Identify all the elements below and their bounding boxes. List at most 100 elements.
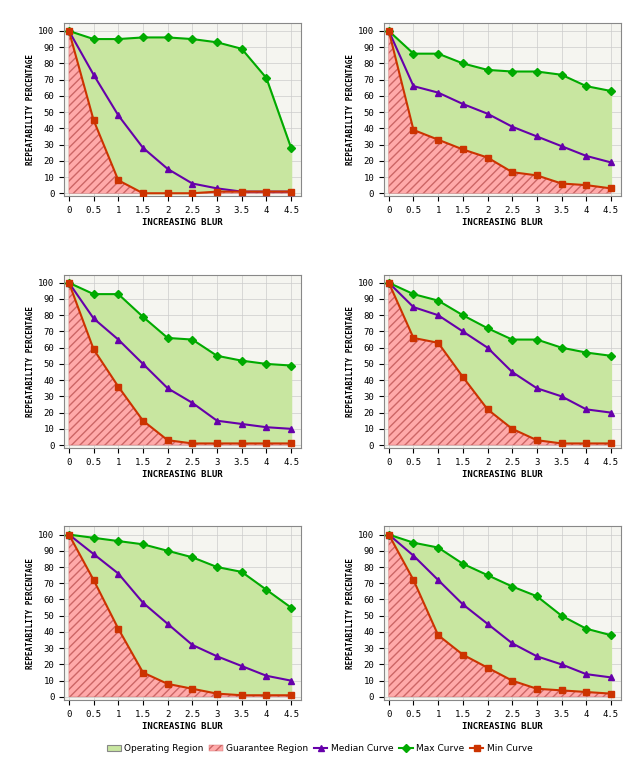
Line: Max Curve: Max Curve <box>66 28 294 151</box>
Min Curve <box>410 126 417 135</box>
Line: Min Curve: Min Curve <box>386 532 614 696</box>
Max Curve <box>262 359 270 368</box>
Median Curve <box>410 303 417 312</box>
Min Curve <box>115 624 122 633</box>
Line: Max Curve: Max Curve <box>66 532 294 610</box>
Median Curve <box>287 187 295 196</box>
Min Curve <box>533 435 541 444</box>
Y-axis label: REPEATABILITY PERCENTAGE: REPEATABILITY PERCENTAGE <box>346 54 355 165</box>
Line: Median Curve: Median Curve <box>386 28 614 165</box>
Min Curve <box>508 676 516 685</box>
Median Curve <box>115 335 122 344</box>
Min Curve <box>189 684 196 693</box>
Min Curve <box>90 116 97 125</box>
Max Curve <box>533 67 541 76</box>
Line: Min Curve: Min Curve <box>66 280 294 446</box>
Median Curve <box>459 327 467 336</box>
Min Curve <box>262 439 270 448</box>
Min Curve <box>435 631 442 640</box>
Line: Min Curve: Min Curve <box>386 280 614 446</box>
Median Curve <box>557 660 565 669</box>
Median Curve <box>115 569 122 578</box>
Min Curve <box>164 680 172 689</box>
X-axis label: INCREASING BLUR: INCREASING BLUR <box>462 470 543 479</box>
Max Curve <box>533 335 541 344</box>
Max Curve <box>213 562 221 572</box>
Min Curve <box>287 691 295 700</box>
Line: Min Curve: Min Curve <box>386 28 614 191</box>
Min Curve <box>459 650 467 659</box>
Median Curve <box>213 184 221 193</box>
Median Curve <box>262 422 270 431</box>
Max Curve <box>410 49 417 59</box>
Max Curve <box>557 70 565 79</box>
Max Curve <box>508 582 516 591</box>
Median Curve <box>607 408 615 417</box>
Max Curve <box>189 34 196 43</box>
Median Curve <box>213 651 221 661</box>
Max Curve <box>607 87 615 96</box>
Min Curve <box>607 439 615 448</box>
Line: Min Curve: Min Curve <box>66 532 294 698</box>
Median Curve <box>435 310 442 320</box>
Max Curve <box>164 33 172 42</box>
Min Curve <box>459 145 467 154</box>
Max Curve <box>533 592 541 601</box>
Min Curve <box>189 189 196 198</box>
Min Curve <box>385 530 393 539</box>
Median Curve <box>508 368 516 377</box>
Median Curve <box>385 530 393 539</box>
Median Curve <box>164 619 172 629</box>
Max Curve <box>385 27 393 36</box>
Median Curve <box>533 384 541 393</box>
Min Curve <box>607 689 615 698</box>
Y-axis label: REPEATABILITY PERCENTAGE: REPEATABILITY PERCENTAGE <box>26 558 35 669</box>
Min Curve <box>115 176 122 185</box>
Median Curve <box>508 122 516 131</box>
Max Curve <box>582 81 590 91</box>
Min Curve <box>115 382 122 391</box>
Max Curve <box>410 289 417 298</box>
Line: Min Curve: Min Curve <box>66 28 294 196</box>
Max Curve <box>189 552 196 562</box>
Max Curve <box>508 335 516 344</box>
Median Curve <box>189 179 196 188</box>
Min Curve <box>582 439 590 448</box>
Y-axis label: REPEATABILITY PERCENTAGE: REPEATABILITY PERCENTAGE <box>26 54 35 165</box>
Max Curve <box>484 65 492 75</box>
Legend: Operating Region, Guarantee Region, Median Curve, Max Curve, Min Curve: Operating Region, Guarantee Region, Medi… <box>104 740 536 756</box>
Min Curve <box>385 27 393 36</box>
Median Curve <box>582 405 590 414</box>
Median Curve <box>484 109 492 118</box>
Min Curve <box>557 686 565 695</box>
Max Curve <box>385 279 393 288</box>
Min Curve <box>189 439 196 448</box>
Median Curve <box>238 419 246 428</box>
Median Curve <box>287 425 295 434</box>
X-axis label: INCREASING BLUR: INCREASING BLUR <box>142 470 223 479</box>
Line: Max Curve: Max Curve <box>386 532 614 638</box>
Max Curve <box>459 59 467 68</box>
X-axis label: INCREASING BLUR: INCREASING BLUR <box>142 721 223 731</box>
Line: Median Curve: Median Curve <box>386 280 614 416</box>
Max Curve <box>557 611 565 620</box>
Median Curve <box>164 384 172 393</box>
Min Curve <box>607 184 615 193</box>
Max Curve <box>238 356 246 365</box>
Max Curve <box>139 33 147 42</box>
Line: Median Curve: Median Curve <box>66 280 294 431</box>
Min Curve <box>435 338 442 347</box>
Median Curve <box>189 398 196 407</box>
Min Curve <box>484 405 492 414</box>
Min Curve <box>484 663 492 672</box>
Median Curve <box>557 142 565 151</box>
Max Curve <box>115 289 122 298</box>
Median Curve <box>189 640 196 649</box>
Max Curve <box>410 538 417 547</box>
Max Curve <box>164 333 172 342</box>
Median Curve <box>607 673 615 682</box>
Max Curve <box>90 34 97 43</box>
Min Curve <box>238 439 246 448</box>
Min Curve <box>90 575 97 584</box>
Max Curve <box>385 530 393 539</box>
